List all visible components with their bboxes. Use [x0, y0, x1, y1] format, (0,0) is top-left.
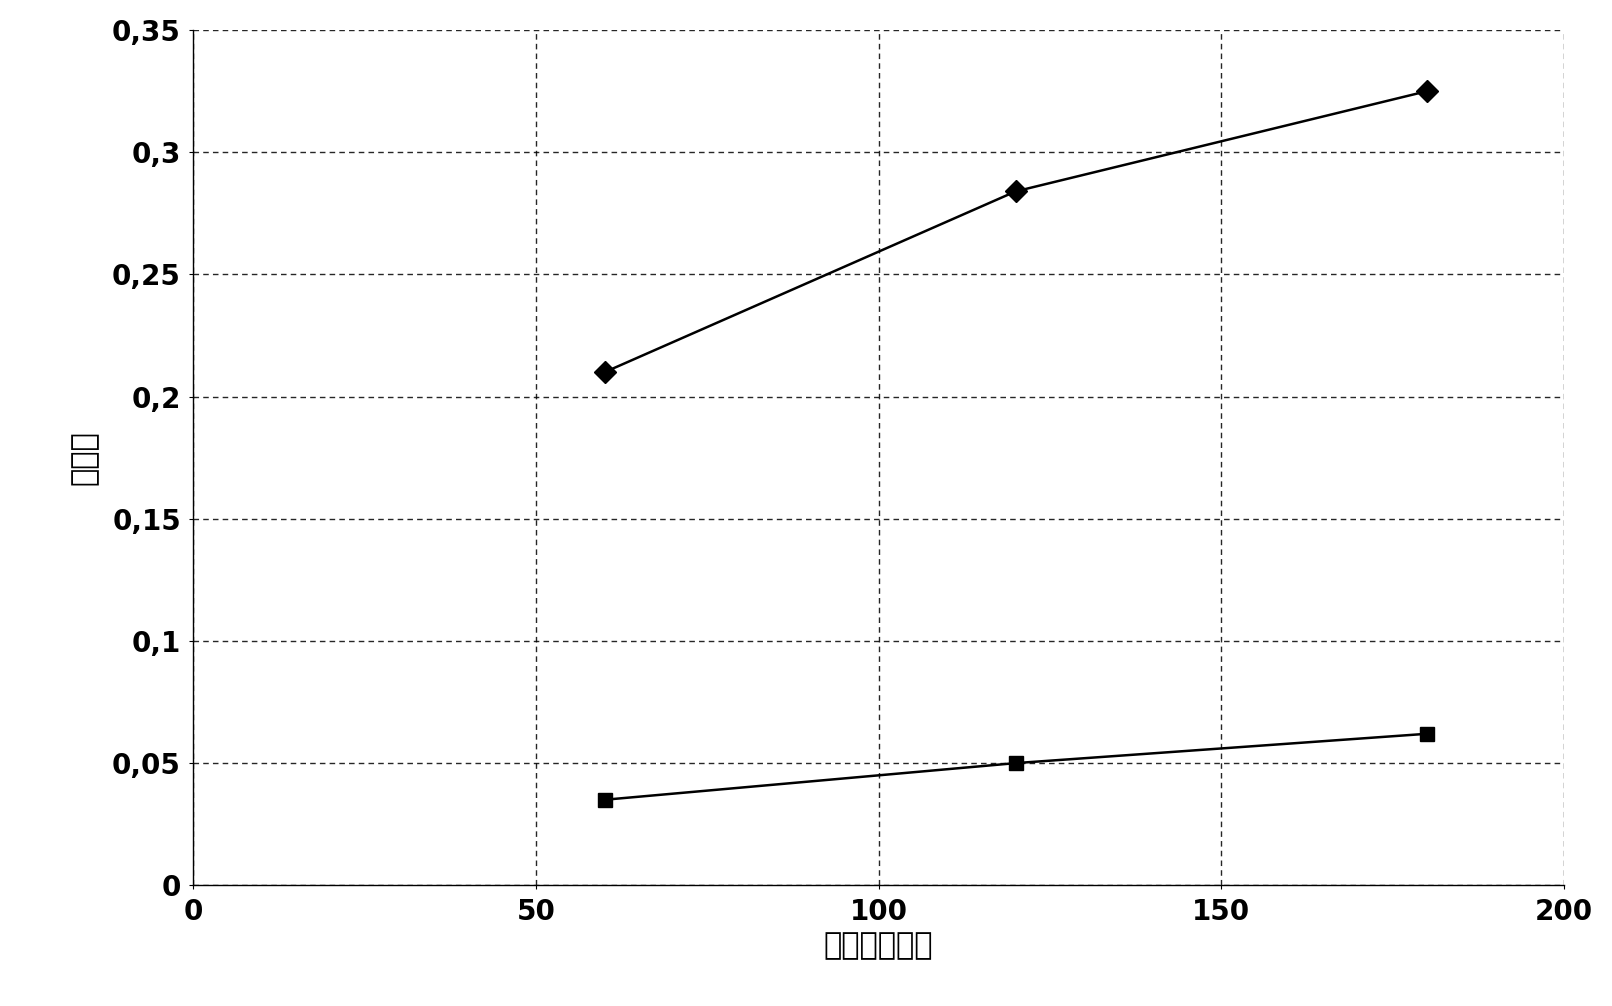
Y-axis label: 吸光度: 吸光度 — [69, 431, 98, 485]
X-axis label: 时间（分钟）: 时间（分钟） — [824, 932, 933, 961]
